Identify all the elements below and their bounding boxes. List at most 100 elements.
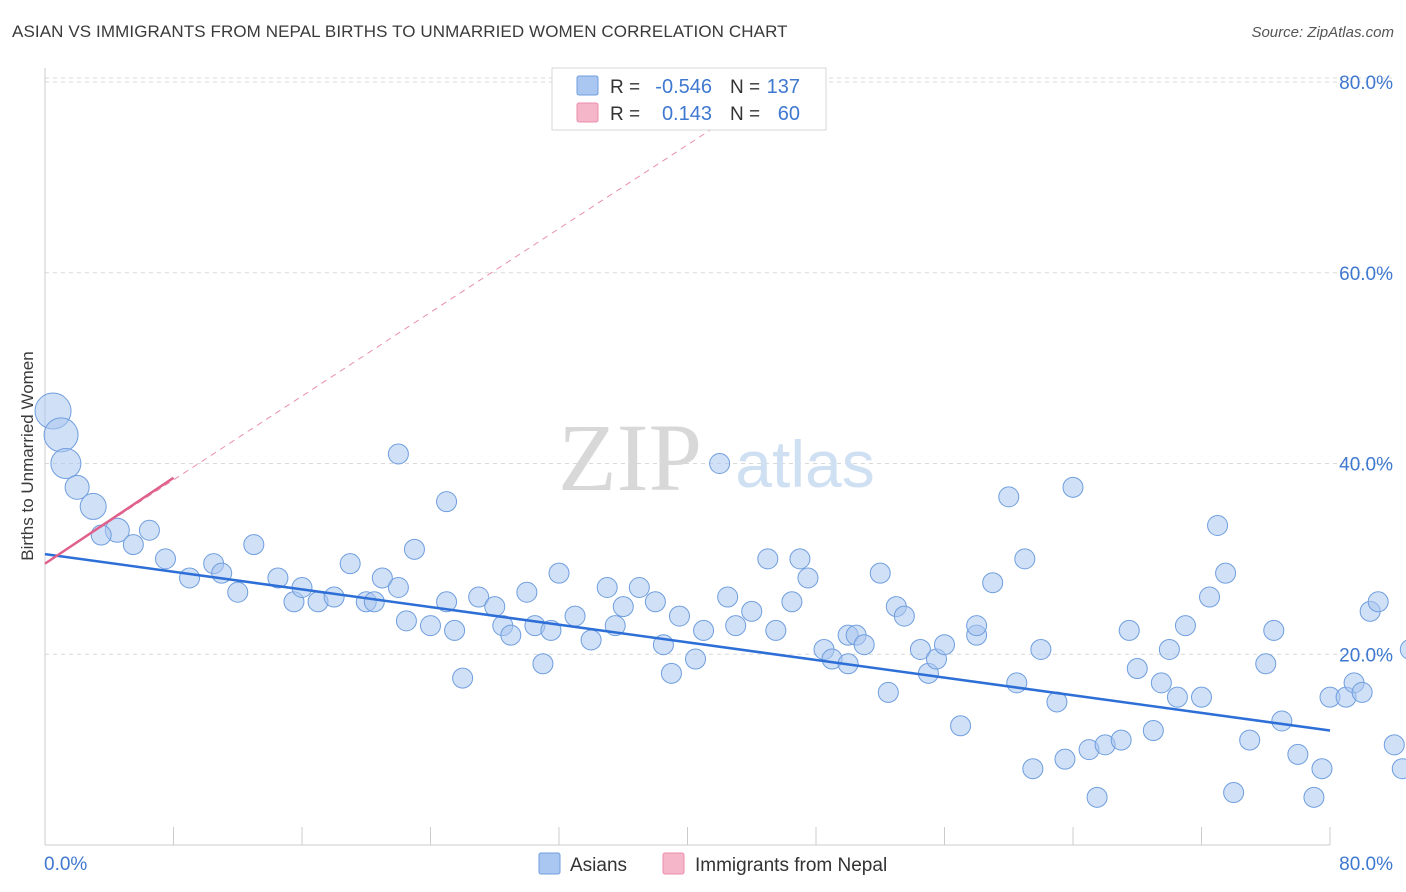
asians-point <box>387 576 409 598</box>
y-tick-label: 20.0% <box>1339 645 1393 666</box>
asians-point <box>1126 658 1148 680</box>
asians-point <box>909 638 931 660</box>
asians-point <box>395 610 417 632</box>
asians-point <box>323 586 345 608</box>
asians-point <box>853 634 875 656</box>
watermark-zip: ZIP <box>558 404 702 511</box>
stats-asians-r-label: R = <box>610 77 640 98</box>
asians-point <box>717 586 739 608</box>
y-tick-label: 80.0% <box>1339 73 1393 94</box>
asians-point <box>950 715 972 737</box>
asians-point <box>444 619 466 641</box>
asians-point <box>644 591 666 613</box>
asians-trend-line <box>44 552 1331 732</box>
asians-point <box>452 667 474 689</box>
y-tick-label: 60.0% <box>1339 264 1393 285</box>
asians-point <box>1030 638 1052 660</box>
stats-legend-box: R = -0.546 N = 137 R = 0.143 N = 60 <box>551 67 827 131</box>
watermark-atlas: atlas <box>735 427 874 501</box>
asians-point <box>1287 743 1309 765</box>
asians-point <box>339 553 361 575</box>
x-tick-label: 80.0% <box>1339 854 1393 875</box>
asians-point <box>243 534 265 556</box>
x-tick-label: 0.0% <box>44 854 87 875</box>
asians-point <box>420 615 441 637</box>
asians-point <box>685 648 707 670</box>
legend-nepal-swatch <box>662 852 685 875</box>
asians-point <box>1191 686 1212 708</box>
asians-point <box>934 634 955 656</box>
grid-lines <box>45 77 1392 655</box>
axes: 20.0% 40.0% 60.0% 80.0% 0.0% 80.0% <box>44 68 1393 875</box>
asians-point <box>1006 672 1028 694</box>
stats-nepal-n-value: 60 <box>778 103 800 125</box>
stats-nepal-r-label: R = <box>610 104 640 125</box>
asians-point <box>596 576 618 598</box>
asians-point <box>179 567 201 589</box>
stats-nepal-n-label: N = <box>730 104 760 125</box>
legend-nepal-label: Immigrants from Nepal <box>695 855 887 876</box>
asians-point <box>227 581 249 603</box>
stats-nepal-r-value: 0.143 <box>662 103 712 125</box>
asians-point <box>363 591 385 613</box>
asians-point <box>79 492 107 520</box>
asians-point <box>1054 748 1076 770</box>
asians-point <box>1174 615 1196 637</box>
asians-point <box>516 581 538 603</box>
stats-asians-n-label: N = <box>730 77 760 98</box>
asians-point <box>532 653 554 675</box>
asians-point <box>1199 586 1221 608</box>
asians-point <box>1271 710 1293 732</box>
asians-point <box>90 524 112 546</box>
asians-point <box>893 605 915 627</box>
asians-point <box>154 548 176 570</box>
asians-point <box>468 586 490 608</box>
asians-point <box>1142 720 1164 742</box>
asians-point <box>757 548 779 570</box>
trend-lines <box>44 81 1331 732</box>
y-axis-label: Births to Unmarried Women <box>18 351 37 560</box>
asians-point <box>1062 476 1084 498</box>
asians-point <box>436 491 458 513</box>
asians-point <box>797 567 819 589</box>
stats-asians-n-value: 137 <box>767 76 800 98</box>
stats-asians-r-value: -0.546 <box>655 76 712 98</box>
asians-point <box>725 615 747 637</box>
asians-point <box>1118 619 1140 641</box>
asians-point <box>548 562 570 584</box>
stats-nepal-swatch <box>576 102 599 123</box>
legend-asians-swatch <box>538 852 561 875</box>
asians-point <box>741 600 763 622</box>
asians-point <box>1014 548 1036 570</box>
asians-point <box>580 629 602 651</box>
asians-point <box>612 596 634 618</box>
asians-point <box>1399 639 1406 660</box>
y-tick-label: 40.0% <box>1339 455 1393 476</box>
asians-point <box>138 519 160 541</box>
asians-point <box>1086 786 1108 808</box>
asians-point <box>998 486 1020 508</box>
asians-point <box>1391 758 1406 780</box>
asians-point <box>387 443 409 465</box>
asians-point <box>693 619 715 641</box>
asians-point <box>660 662 682 684</box>
asians-point <box>500 624 522 646</box>
asians-point <box>564 605 586 627</box>
watermark: ZIP atlas <box>558 404 875 511</box>
asians-point <box>64 474 90 500</box>
asians-point <box>1239 729 1261 751</box>
legend-asians-label: Asians <box>570 855 627 876</box>
asians-point <box>403 538 425 560</box>
asians-point <box>1223 782 1245 804</box>
asians-point <box>789 548 811 570</box>
asians-point <box>484 596 506 618</box>
asians-point <box>267 567 289 589</box>
asians-point <box>1351 681 1373 703</box>
asians-point <box>982 572 1004 594</box>
asians-point <box>371 567 393 589</box>
asians-point <box>709 453 731 474</box>
chart-legend: Asians Immigrants from Nepal <box>538 852 887 876</box>
asians-point <box>1383 734 1405 756</box>
asians-point <box>1303 786 1325 808</box>
chart-title: ASIAN VS IMMIGRANTS FROM NEPAL BIRTHS TO… <box>12 22 788 41</box>
